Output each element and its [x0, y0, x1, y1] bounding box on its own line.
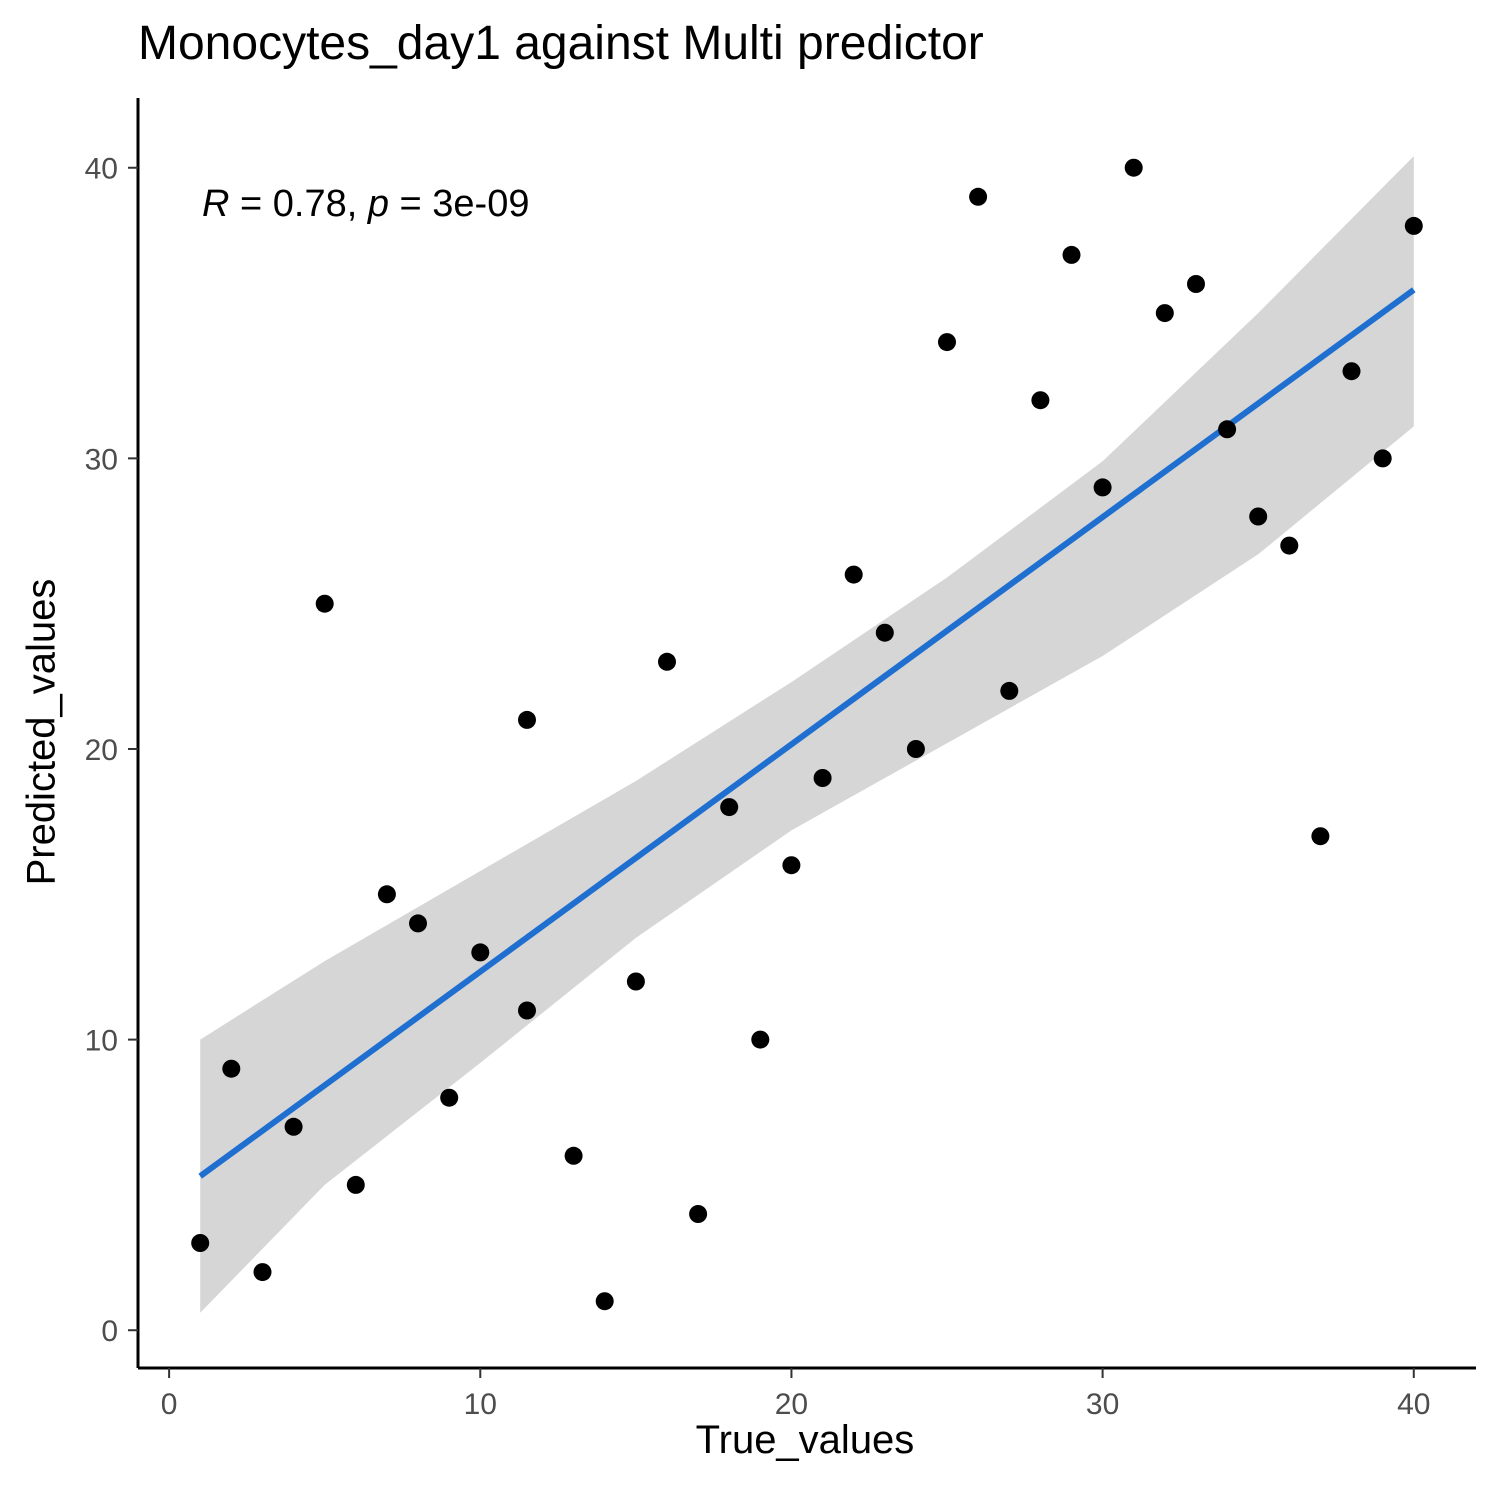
- regression-line: [198, 287, 1416, 1179]
- data-point: [253, 1263, 272, 1282]
- data-point: [440, 1088, 459, 1107]
- y-tick-label: 0: [101, 1315, 118, 1348]
- data-point: [377, 885, 396, 904]
- regression-line-layer: [198, 287, 1416, 1179]
- data-point: [191, 1234, 210, 1252]
- data-point: [1404, 216, 1423, 235]
- x-tick-label: 10: [464, 1388, 497, 1421]
- data-point: [1249, 507, 1268, 526]
- y-tick-label: 40: [85, 153, 118, 186]
- data-point: [1187, 275, 1205, 293]
- data-point: [518, 1001, 536, 1020]
- correlation-annotation: R = 0.78, p = 3e-09: [202, 183, 529, 225]
- data-point: [938, 333, 956, 352]
- data-point: [1124, 158, 1143, 177]
- data-point: [720, 798, 739, 817]
- data-points-layer: [191, 158, 1423, 1311]
- data-point: [595, 1292, 614, 1311]
- data-point: [346, 1175, 365, 1194]
- y-tick-label: 20: [85, 734, 118, 767]
- data-point: [1280, 536, 1299, 555]
- data-point: [1373, 449, 1392, 468]
- data-point: [564, 1146, 583, 1165]
- data-point: [315, 594, 334, 613]
- data-point: [626, 972, 645, 991]
- y-tick-label: 10: [85, 1025, 118, 1058]
- data-point: [1311, 827, 1330, 846]
- x-tick-label: 20: [775, 1388, 808, 1421]
- axes-layer: 0 10 20 30 40 0 10 20 30 40: [85, 98, 1476, 1421]
- data-point: [1342, 362, 1361, 381]
- x-tick-label: 30: [1086, 1388, 1119, 1421]
- data-point: [518, 710, 536, 729]
- data-point: [222, 1059, 241, 1078]
- data-point: [844, 565, 863, 584]
- data-point: [1093, 478, 1112, 497]
- data-point: [1031, 391, 1050, 410]
- data-point: [1218, 420, 1237, 439]
- data-point: [875, 623, 894, 642]
- chart-title: Monocytes_day1 against Multi predictor: [138, 17, 984, 70]
- data-point: [409, 914, 427, 933]
- data-point: [1155, 304, 1174, 323]
- data-point: [969, 187, 988, 206]
- x-tick-label: 40: [1397, 1388, 1430, 1421]
- y-tick-label: 30: [85, 443, 118, 476]
- data-point: [906, 740, 925, 758]
- data-point: [284, 1117, 303, 1136]
- y-axis-label: Predicted_values: [19, 578, 64, 886]
- data-point: [471, 943, 490, 962]
- data-point: [1062, 245, 1081, 264]
- x-tick-label: 0: [161, 1388, 178, 1421]
- data-point: [689, 1205, 708, 1223]
- x-axis-label: True_values: [695, 1418, 915, 1462]
- data-point: [1000, 681, 1019, 700]
- data-point: [782, 856, 801, 875]
- data-point: [658, 652, 676, 671]
- data-point: [813, 769, 832, 787]
- data-point: [751, 1030, 770, 1049]
